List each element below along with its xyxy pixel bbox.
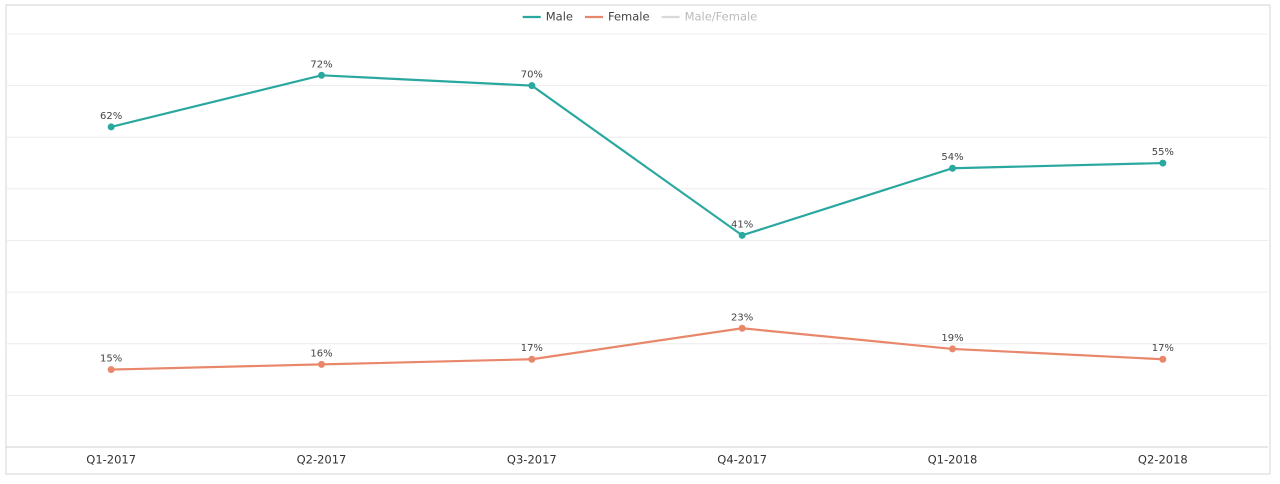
- x-tick-label: Q2-2018: [1138, 453, 1188, 467]
- data-point: [1159, 159, 1167, 167]
- data-point: [738, 231, 746, 239]
- data-point: [1159, 355, 1167, 363]
- data-point: [949, 345, 956, 353]
- data-label: 72%: [310, 59, 332, 70]
- series-line: [111, 327, 1163, 371]
- x-tick-label: Q4-2017: [717, 453, 767, 467]
- data-point: [949, 164, 956, 172]
- x-tick-label: Q1-2017: [86, 453, 136, 467]
- data-point: [528, 355, 536, 363]
- data-label: 70%: [521, 70, 543, 81]
- data-label: 23%: [731, 312, 753, 323]
- series-line: [110, 74, 1163, 237]
- data-point: [107, 123, 115, 131]
- x-tick-label: Q3-2017: [507, 453, 557, 467]
- data-point: [107, 366, 115, 374]
- data-point: [738, 324, 746, 332]
- data-label: 15%: [100, 354, 122, 365]
- data-label: 19%: [941, 333, 963, 344]
- x-tick-label: Q2-2017: [297, 453, 347, 467]
- legend-label[interactable]: Male/Female: [685, 10, 758, 24]
- data-label: 16%: [310, 348, 332, 359]
- data-label: 17%: [521, 343, 543, 354]
- data-label: 55%: [1152, 147, 1174, 158]
- data-point: [318, 360, 325, 368]
- data-label: 17%: [1152, 343, 1174, 354]
- data-label: 62%: [100, 111, 122, 122]
- legend-label[interactable]: Male: [546, 10, 573, 24]
- data-point: [318, 71, 325, 79]
- legend-label[interactable]: Female: [608, 10, 650, 24]
- data-label: 41%: [731, 219, 753, 230]
- chart-frame: [5, 4, 1271, 475]
- x-tick-label: Q1-2018: [928, 453, 978, 467]
- data-point: [528, 82, 536, 90]
- data-label: 54%: [941, 152, 963, 163]
